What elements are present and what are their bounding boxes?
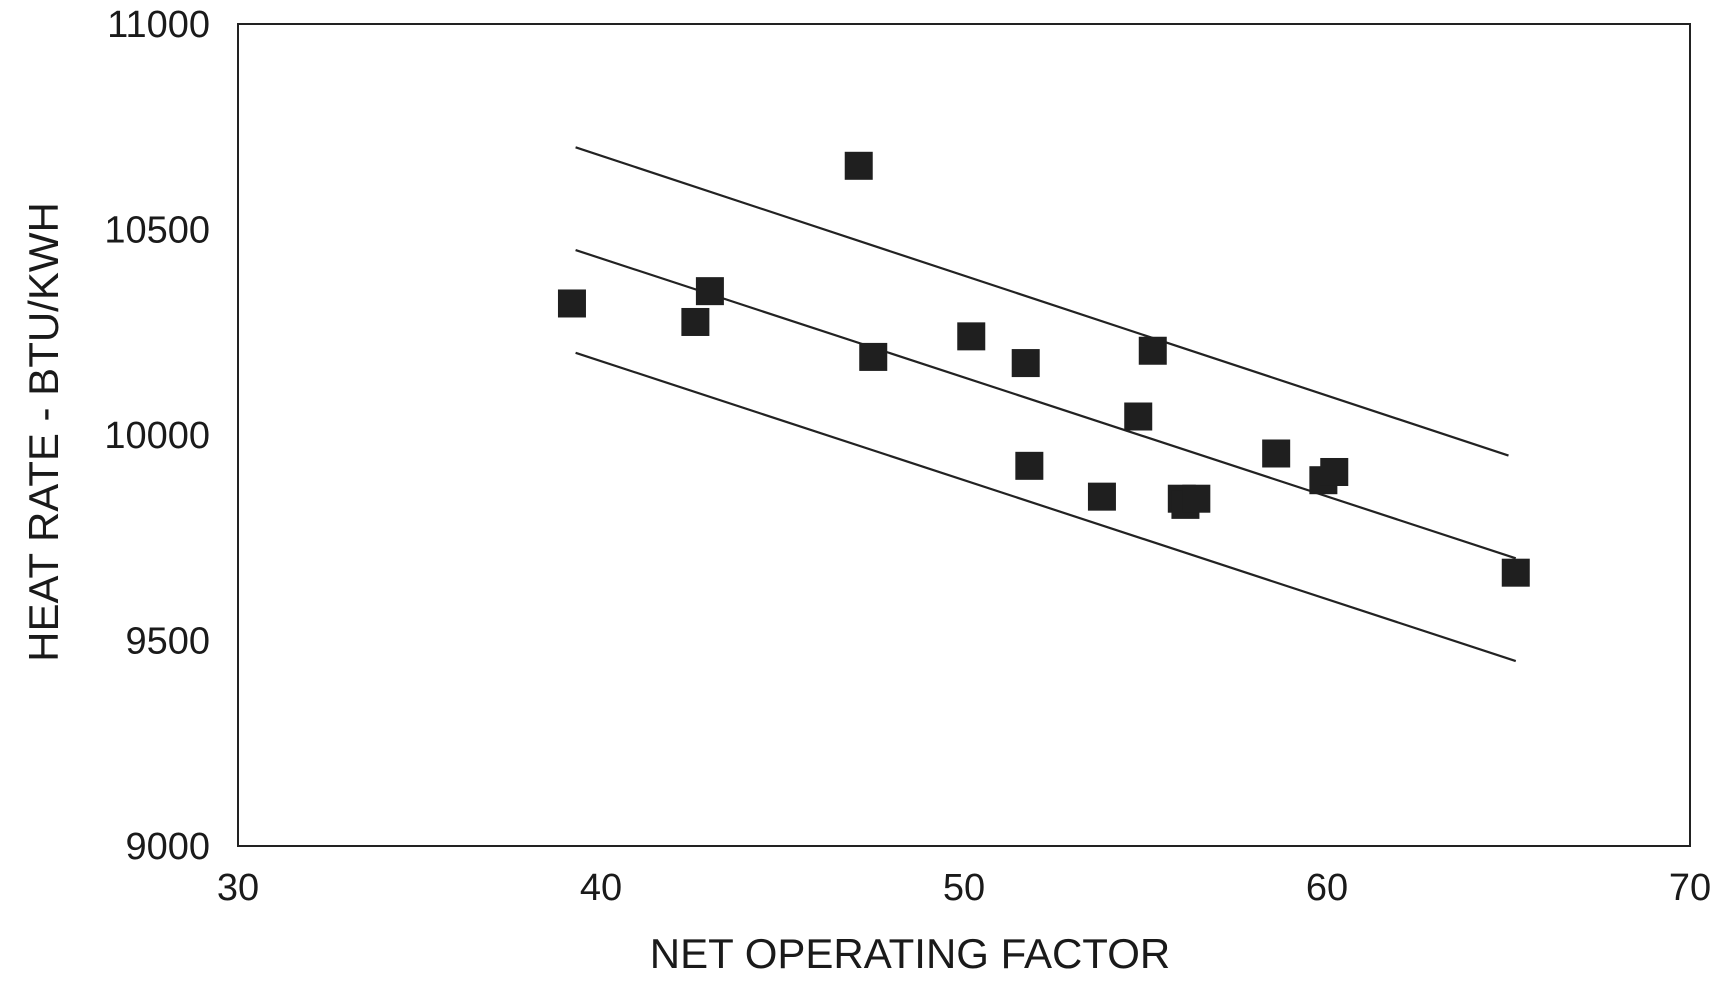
x-tick-label-30: 30 (217, 867, 259, 909)
data-point-3 (695, 277, 724, 306)
data-point-1 (557, 289, 586, 318)
data-point-8 (1015, 451, 1044, 480)
x-tick-label-60: 60 (1306, 867, 1348, 909)
y-axis-title: HEAT RATE - BTU/KWH (20, 202, 67, 662)
fit-lines (575, 146, 1517, 663)
plot-frame (237, 23, 1691, 847)
data-point-10 (1124, 402, 1153, 431)
y-tick-label-10500: 10500 (104, 210, 210, 252)
x-axis-title: NET OPERATING FACTOR (650, 930, 1170, 977)
fit-line-1 (575, 146, 1509, 457)
y-tick-label-10000: 10000 (104, 415, 210, 457)
data-point-2 (681, 307, 710, 336)
data-point-11 (1138, 336, 1167, 365)
data-point-4 (844, 151, 873, 180)
y-tick-label-9500: 9500 (125, 621, 210, 663)
fit-line-3 (575, 351, 1517, 663)
x-tick-labels: 30 40 50 60 70 (217, 867, 1711, 909)
x-tick-label-70: 70 (1669, 867, 1711, 909)
data-point-9 (1087, 482, 1116, 511)
data-point-6 (957, 322, 986, 351)
data-point-17 (1320, 457, 1349, 486)
data-point-15 (1262, 439, 1291, 468)
x-tick-label-50: 50 (943, 867, 985, 909)
y-tick-labels: 9000 9500 10000 10500 11000 (104, 4, 210, 868)
y-tick-label-11000: 11000 (107, 4, 210, 46)
data-point-18 (1501, 558, 1530, 587)
data-points (557, 151, 1530, 587)
x-tick-label-40: 40 (580, 867, 622, 909)
data-point-7 (1011, 349, 1040, 378)
data-point-5 (859, 342, 888, 371)
data-point-14 (1182, 484, 1211, 513)
y-tick-label-9000: 9000 (125, 826, 210, 868)
fit-line-2 (575, 249, 1517, 560)
